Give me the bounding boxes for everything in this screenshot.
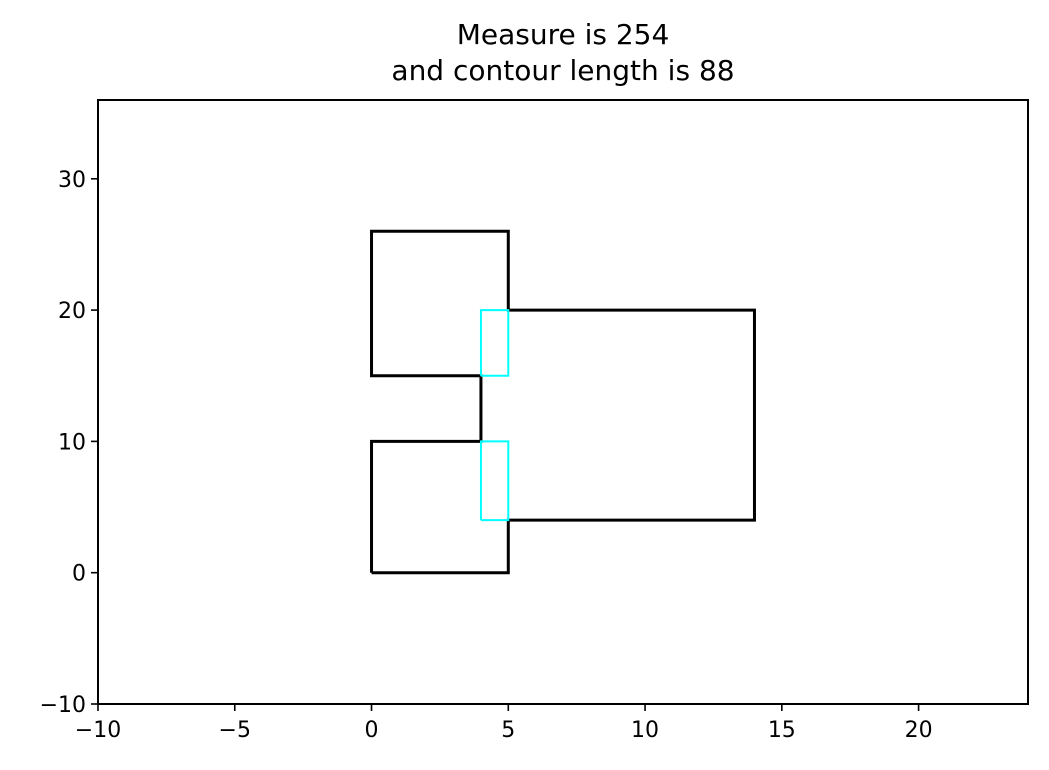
chart-title-line-1: Measure is 254 [457,18,670,51]
x-tick-label: 20 [905,718,933,743]
x-tick-label: −5 [219,718,251,743]
x-tick-label: −10 [75,718,121,743]
x-axis: −10 −5 0 5 10 15 20 [75,704,933,743]
series-line-1 [370,229,756,575]
y-tick-label: −10 [40,693,86,718]
y-tick-label: 0 [72,562,86,587]
series-line-2 [479,309,510,377]
plot-series [370,229,756,575]
chart-title-line-2: and contour length is 88 [391,54,734,87]
plot-frame [97,99,1029,705]
x-tick-label: 0 [365,718,379,743]
x-tick-label: 15 [768,718,796,743]
y-tick-label: 10 [58,430,86,455]
y-axis: −10 0 10 20 30 [40,168,98,718]
y-tick-label: 20 [58,299,86,324]
y-tick-label: 30 [58,168,86,193]
x-tick-label: 10 [631,718,659,743]
x-tick-label: 5 [501,718,515,743]
series-line-3 [479,440,510,522]
